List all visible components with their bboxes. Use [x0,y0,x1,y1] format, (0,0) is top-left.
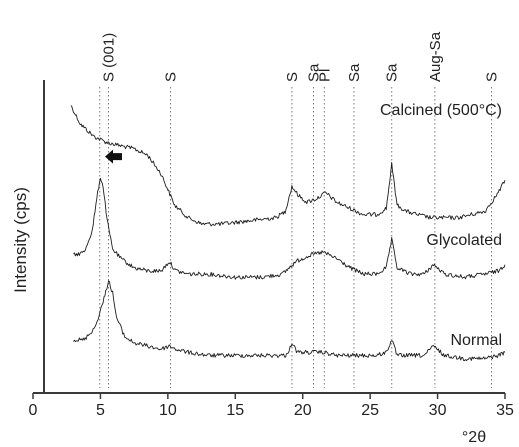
series-line-1 [73,177,506,280]
arrow-left-icon [105,149,123,164]
x-tick-label: 25 [361,402,379,419]
reference-label: S [284,72,301,82]
x-tick-label: 15 [226,402,244,419]
x-tick-label: 20 [294,402,312,419]
series-lines [70,105,506,362]
y-axis-label: Intensity (cps) [11,187,30,293]
reference-label: S [163,72,180,82]
series-line-2 [73,280,506,362]
annotations [105,149,123,164]
x-tick-label: 35 [496,402,514,419]
series-line-0 [70,105,506,227]
x-axis-label: °2θ [462,429,486,446]
reference-label: S (001) [101,33,118,82]
reference-label: Aug-Sa [427,31,444,82]
series-labels: Calcined (500°C) Glycolated Normal [380,102,502,349]
reference-label: S [484,72,501,82]
x-tick-label: 0 [29,402,38,419]
x-ticks: 0 5 10 15 20 25 30 35 [29,393,514,419]
series-label: Normal [450,332,502,349]
reference-label: Sa [346,63,363,82]
series-label: Calcined (500°C) [380,102,502,119]
reference-label: Pl [316,69,333,82]
x-tick-label: 30 [429,402,447,419]
x-tick-label: 10 [159,402,177,419]
reference-label: Sa [306,63,323,82]
series-label: Glycolated [426,232,502,249]
reference-label: Sa [384,63,401,82]
x-tick-label: 5 [96,402,105,419]
